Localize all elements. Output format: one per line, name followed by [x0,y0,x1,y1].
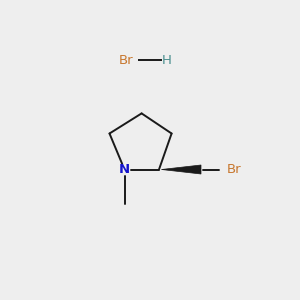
Text: N: N [119,163,130,176]
Text: H: H [162,53,171,67]
Text: Br: Br [119,53,133,67]
Polygon shape [161,165,201,174]
Text: Br: Br [226,163,241,176]
